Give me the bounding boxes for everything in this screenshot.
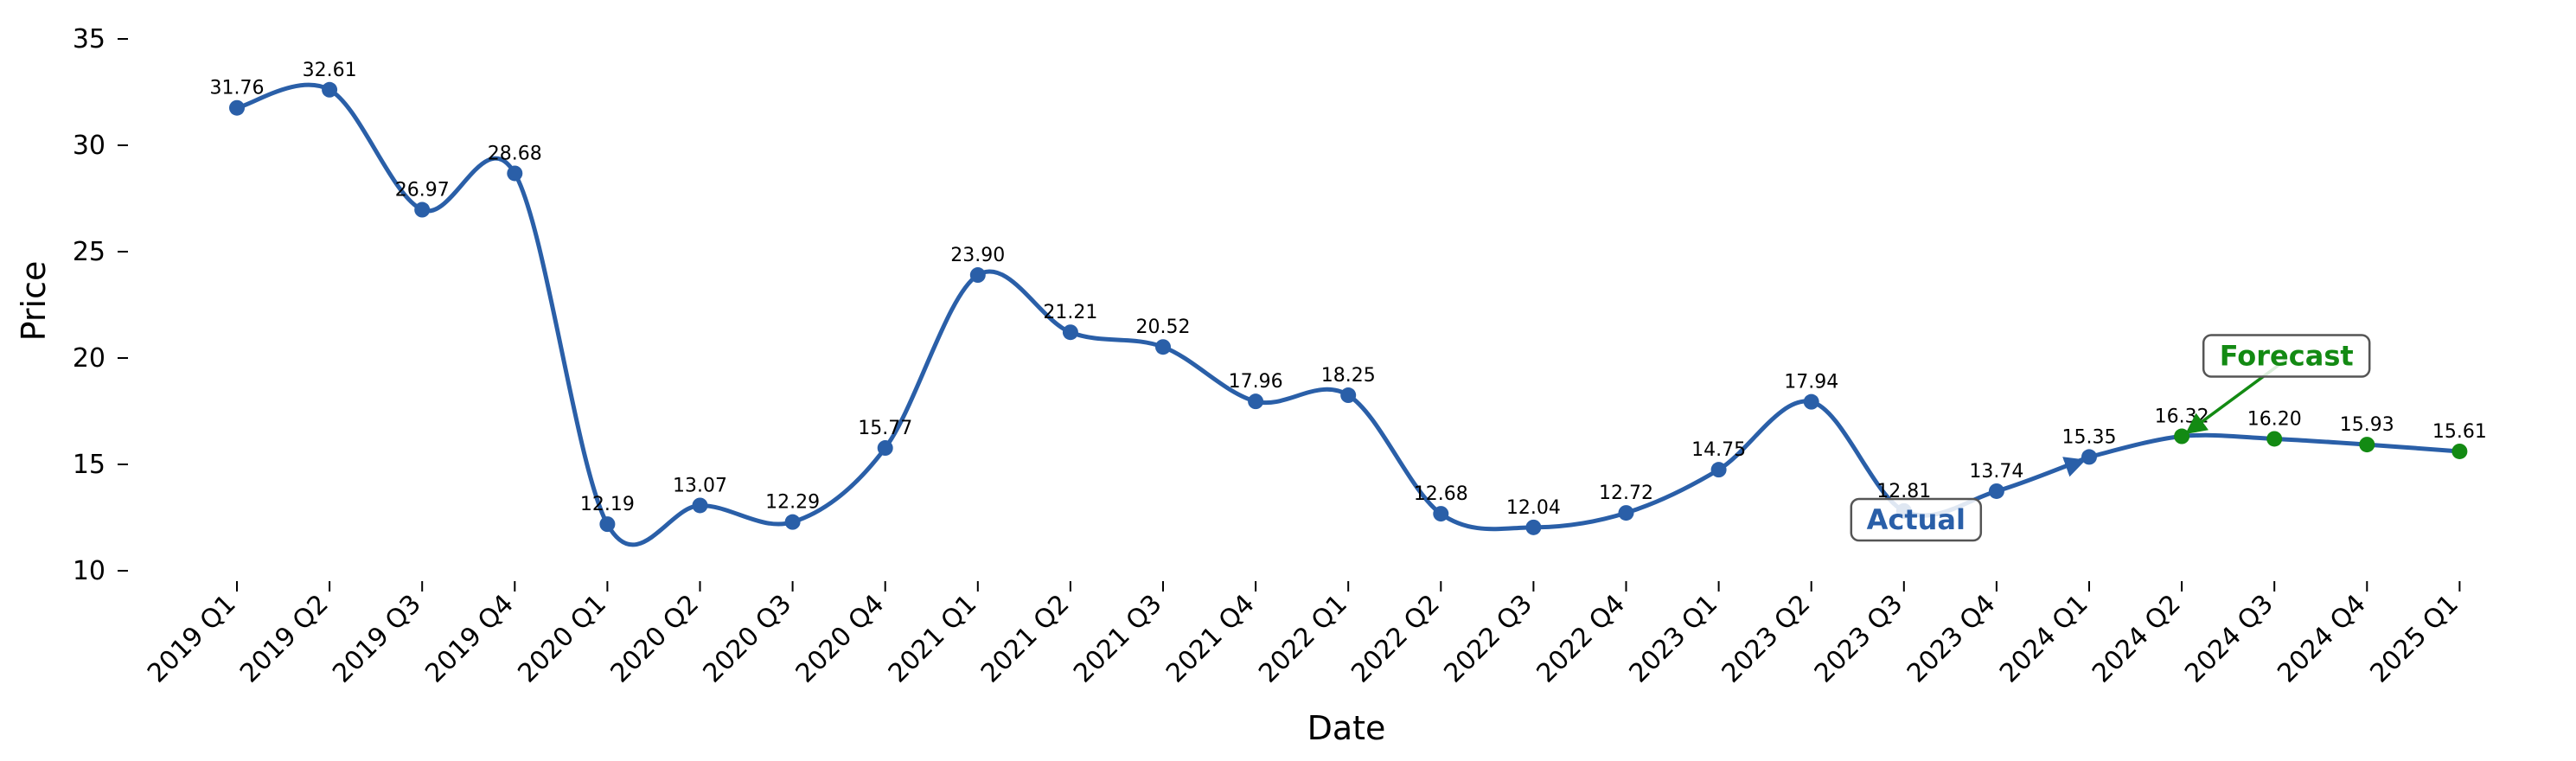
- data-point-actual: [2081, 449, 2097, 465]
- x-tick-label: 2022 Q4: [1531, 589, 1631, 689]
- y-tick-label: 20: [73, 343, 105, 374]
- data-point-actual: [1525, 519, 1542, 535]
- data-label: 12.72: [1599, 483, 1653, 504]
- data-label: 28.68: [488, 143, 542, 164]
- data-point-forecast: [2359, 437, 2375, 453]
- data-labels: 31.76 32.61 26.97 28.68 12.19 13.07 12.29 15.77…: [210, 60, 2487, 519]
- annotation-box: [2202, 334, 2371, 378]
- y-axis: 10 15 20 25 30 35: [73, 24, 128, 586]
- data-point-actual: [1803, 393, 1819, 410]
- data-point-actual: [1618, 505, 1634, 521]
- data-point-actual: [877, 440, 893, 457]
- data-label: 12.29: [765, 492, 820, 514]
- x-tick-label: 2021 Q3: [1068, 589, 1168, 689]
- x-tick-label: 2024 Q2: [2087, 589, 2187, 689]
- data-points: [229, 81, 2468, 535]
- x-tick-label: 2020 Q1: [512, 589, 612, 689]
- data-label: 12.68: [1414, 483, 1468, 505]
- annotation-actual: Actual: [1850, 457, 2087, 542]
- data-point-actual: [507, 165, 523, 182]
- x-tick-label: 2023 Q1: [1624, 589, 1724, 689]
- data-point-actual: [969, 267, 986, 284]
- data-point-actual: [599, 516, 616, 533]
- x-tick-label: 2025 Q1: [2364, 589, 2464, 689]
- x-tick-label: 2022 Q2: [1346, 589, 1446, 689]
- data-point-actual: [1433, 506, 1449, 522]
- x-tick-label: 2023 Q3: [1809, 589, 1909, 689]
- series-line-actual: [234, 82, 2092, 547]
- y-tick-label: 30: [73, 131, 105, 161]
- data-label: 15.77: [858, 418, 912, 439]
- data-label: 13.74: [1969, 461, 2023, 483]
- y-axis-title: Price: [15, 261, 53, 342]
- annotation-text: Forecast: [2220, 340, 2354, 373]
- x-tick-label: 2019 Q4: [419, 589, 520, 689]
- x-tick-label: 2021 Q1: [883, 589, 983, 689]
- x-tick-label: 2021 Q4: [1160, 589, 1261, 689]
- x-tick-label: 2024 Q4: [2272, 589, 2372, 689]
- y-tick-label: 25: [73, 237, 105, 267]
- data-label: 12.04: [1506, 497, 1561, 519]
- data-point-actual: [692, 497, 708, 514]
- annotation-arrow: [1970, 457, 2087, 502]
- x-tick-label: 2020 Q2: [604, 589, 705, 689]
- y-tick-label: 15: [73, 450, 105, 480]
- data-label: 21.21: [1043, 302, 1097, 323]
- data-label: 20.52: [1136, 317, 1191, 338]
- data-label: 17.96: [1229, 371, 1283, 393]
- data-point-actual: [1340, 387, 1357, 404]
- data-label: 31.76: [210, 78, 265, 99]
- x-tick-label: 2019 Q2: [234, 589, 335, 689]
- annotation-box: [1850, 497, 1983, 542]
- data-label: 26.97: [395, 180, 450, 201]
- data-point-forecast: [2451, 443, 2468, 459]
- data-label: 12.19: [580, 494, 635, 515]
- y-tick-label: 10: [73, 556, 105, 586]
- data-label: 18.25: [1321, 365, 1376, 387]
- x-tick-label: 2019 Q3: [327, 589, 427, 689]
- data-label: 13.07: [673, 475, 727, 496]
- x-tick-label: 2023 Q4: [1902, 589, 2002, 689]
- data-point-actual: [1710, 462, 1727, 478]
- data-label: 17.94: [1784, 372, 1838, 393]
- data-point-actual: [1155, 339, 1171, 355]
- x-tick-label: 2021 Q2: [975, 589, 1076, 689]
- data-label: 15.61: [2432, 421, 2487, 443]
- annotations: Actual Forecast: [1850, 334, 2371, 542]
- x-tick-label: 2020 Q3: [698, 589, 798, 689]
- annotation-text: Actual: [1867, 503, 1966, 536]
- data-label: 32.61: [303, 60, 357, 81]
- data-point-actual: [229, 99, 245, 116]
- x-tick-label: 2024 Q3: [2179, 589, 2279, 689]
- data-point-actual: [784, 514, 801, 530]
- x-tick-label: 2020 Q4: [790, 589, 891, 689]
- data-point-actual: [414, 201, 431, 218]
- data-label: 14.75: [1691, 439, 1746, 461]
- data-point-actual: [1062, 324, 1078, 341]
- x-axis-title: Date: [1307, 709, 1386, 747]
- x-tick-label: 2022 Q3: [1438, 589, 1538, 689]
- annotation-forecast: Forecast: [2185, 334, 2371, 434]
- data-point-forecast: [2266, 431, 2283, 447]
- data-point-actual: [322, 81, 338, 98]
- x-tick-label: 2019 Q1: [142, 589, 242, 689]
- x-tick-label: 2024 Q1: [1994, 589, 2094, 689]
- data-label: 15.93: [2340, 414, 2394, 436]
- data-label: 15.35: [2062, 426, 2117, 448]
- x-tick-label: 2022 Q1: [1253, 589, 1353, 689]
- data-label: 16.20: [2247, 408, 2302, 430]
- data-point-actual: [1248, 393, 1264, 410]
- series-lines: [234, 82, 2462, 547]
- x-tick-label: 2023 Q2: [1716, 589, 1817, 689]
- data-label: 23.90: [950, 245, 1005, 266]
- y-tick-label: 35: [73, 24, 105, 54]
